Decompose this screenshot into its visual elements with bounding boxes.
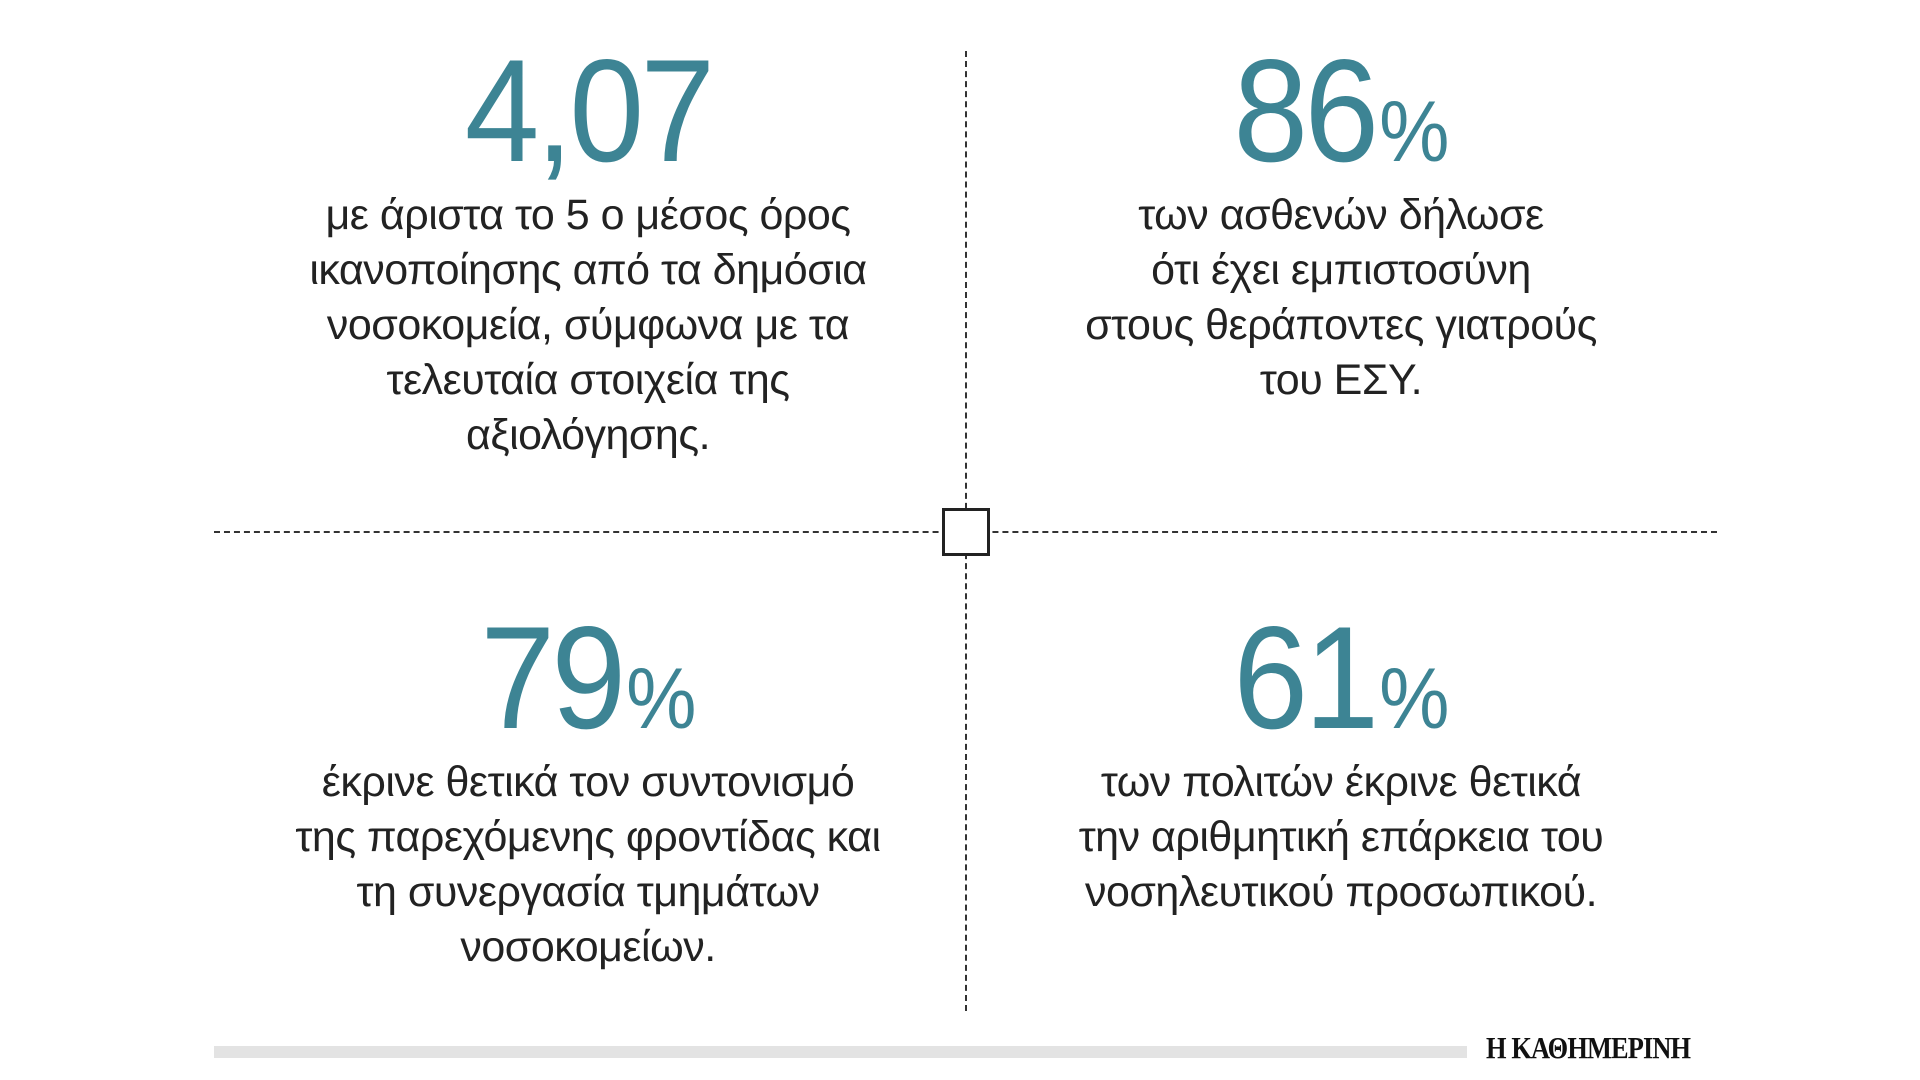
stat-description: των πολιτών έκρινε θετικά την αριθμητική… xyxy=(991,755,1691,920)
footer-bar xyxy=(214,1046,1467,1058)
stat-satisfaction: 4,07 με άριστα το 5 ο μέσος όρος ικανοπο… xyxy=(238,38,938,463)
description-line: την αριθμητική επάρκεια του xyxy=(1078,813,1604,861)
description-line: στους θεράποντες γιατρούς xyxy=(1085,301,1597,349)
description-line: ικανοποίησης από τα δημόσια xyxy=(309,246,867,294)
description-line: των πολιτών έκρινε θετικά xyxy=(1100,758,1582,806)
description-line: ότι έχει εμπιστοσύνη xyxy=(1151,246,1531,294)
description-line: της παρεχόμενης φροντίδας και xyxy=(295,813,881,861)
stat-description: των ασθενών δήλωσε ότι έχει εμπιστοσύνη … xyxy=(991,188,1691,408)
description-line: του ΕΣΥ. xyxy=(1259,356,1423,404)
description-line: έκρινε θετικά τον συντονισμό xyxy=(321,758,855,806)
stat-number: 4,07 xyxy=(464,29,715,192)
stat-description: έκρινε θετικά τον συντονισμό της παρεχόμ… xyxy=(238,755,938,975)
stat-unit: % xyxy=(625,651,697,747)
description-line: με άριστα το 5 ο μέσος όρος xyxy=(325,191,851,239)
stat-number: 61 xyxy=(1232,596,1379,759)
description-line: των ασθενών δήλωσε xyxy=(1138,191,1544,239)
kathimerini-logo: Η ΚΑΘΗΜΕΡΙΝΗ xyxy=(1486,1030,1691,1065)
stat-number: 79 xyxy=(479,596,626,759)
stat-coordination: 79% έκρινε θετικά τον συντονισμό της παρ… xyxy=(238,605,938,975)
stat-nursing-staff: 61% των πολιτών έκρινε θετικά την αριθμη… xyxy=(991,605,1691,920)
description-line: τελευταία στοιχεία της xyxy=(386,356,790,404)
stat-value: 4,07 xyxy=(465,38,715,184)
stat-value: 86% xyxy=(1233,38,1449,184)
description-line: αξιολόγησης. xyxy=(465,411,711,459)
description-line: νοσοκομείων. xyxy=(460,923,716,971)
description-line: τη συνεργασία τμημάτων xyxy=(356,868,820,916)
description-line: νοσηλευτικού προσωπικού. xyxy=(1084,868,1598,916)
stat-trust-doctors: 86% των ασθενών δήλωσε ότι έχει εμπιστοσ… xyxy=(991,38,1691,408)
stat-unit: % xyxy=(1378,651,1450,747)
stat-value: 79% xyxy=(480,605,696,751)
stat-number: 86 xyxy=(1232,29,1379,192)
stat-description: με άριστα το 5 ο μέσος όρος ικανοποίησης… xyxy=(238,188,938,463)
description-line: νοσοκομεία, σύμφωνα με τα xyxy=(326,301,850,349)
center-square xyxy=(942,508,990,556)
stat-value: 61% xyxy=(1233,605,1449,751)
stat-unit: % xyxy=(1378,84,1450,180)
